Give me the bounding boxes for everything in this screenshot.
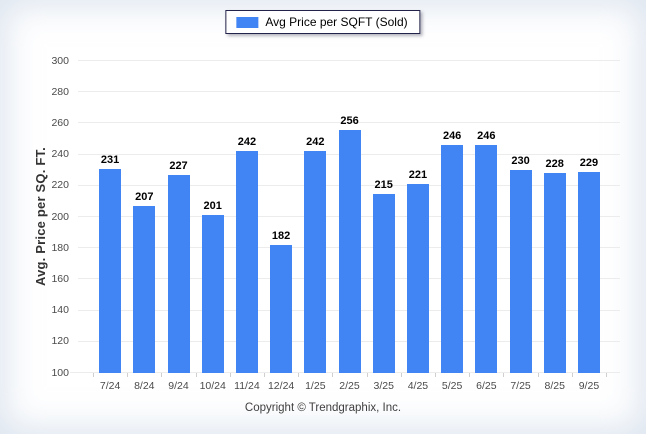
bar-7/24[interactable]: 231: [99, 154, 122, 373]
x-tick-label-4/25: 4/25: [407, 380, 429, 392]
x-tick-label-9/24: 9/24: [168, 380, 189, 392]
bar-slot-3/25: 215: [367, 61, 401, 373]
bar-slot-4/25: 221: [401, 61, 435, 373]
y-tick-label-240: 240: [51, 148, 69, 161]
x-tick-label-9/25: 9/25: [578, 380, 600, 392]
bar-4/25[interactable]: 221: [406, 169, 429, 373]
bar-slot-6/25: 246: [469, 61, 503, 373]
bar-11/24[interactable]: 242: [235, 136, 258, 373]
bars-band: 231 207 227 201 242 182 242 256 215 221 246 246 230 2…: [93, 61, 606, 373]
bar-slot-8/25: 228: [538, 61, 572, 373]
x-tick-label-8/24: 8/24: [134, 380, 155, 392]
legend-label: Avg Price per SQFT (Sold): [265, 15, 408, 29]
x-axis-tick: [571, 373, 573, 377]
bar-slot-5/25: 246: [435, 61, 469, 373]
gridline-260: [78, 122, 620, 124]
bar-slot-7/24: 231: [93, 61, 127, 373]
y-tick-label-100: 100: [51, 366, 69, 379]
x-tick-label-8/25: 8/25: [544, 380, 565, 392]
x-axis-tick: [161, 373, 163, 377]
x-axis-tick: [435, 373, 436, 377]
x-axis-tick: [332, 373, 334, 377]
y-tick-label-260: 260: [51, 116, 69, 129]
x-tick-label-11/24: 11/24: [234, 380, 260, 392]
bar-6/25[interactable]: 246: [475, 130, 498, 373]
bar-3/25[interactable]: 215: [372, 179, 395, 373]
x-axis-tick: [469, 373, 471, 377]
bar-7/25[interactable]: 230: [509, 155, 532, 373]
legend-swatch-icon: [236, 16, 259, 28]
x-tick-label-10/24: 10/24: [199, 380, 226, 392]
bar-value-label-1/25: 242: [306, 136, 325, 149]
x-tick-label-1/25: 1/25: [305, 380, 326, 392]
plot-area: 100 120 140 160 180 200 220 240 260 280 300 231 207…: [51, 55, 620, 392]
bar-value-label-6/25: 246: [477, 130, 496, 143]
y-tick-label-280: 280: [51, 85, 69, 98]
bar-value-label-4/25: 221: [408, 169, 428, 182]
bar-9/24[interactable]: 227: [167, 160, 190, 373]
x-axis-tick: [195, 373, 197, 377]
bar-value-label-9/24: 227: [169, 159, 188, 172]
bar-value-label-10/24: 201: [203, 200, 222, 213]
bar-2/25[interactable]: 256: [338, 115, 361, 373]
bar-value-label-8/24: 207: [135, 191, 154, 204]
copyright-footer: Copyright © Trendgraphix, Inc.: [244, 402, 402, 414]
x-axis-tick: [229, 373, 231, 377]
bar-5/25[interactable]: 246: [441, 130, 464, 373]
bar-value-label-8/25: 228: [545, 158, 564, 171]
bar-10/24[interactable]: 201: [201, 200, 224, 373]
bar-value-label-5/25: 246: [442, 130, 462, 143]
bar-value-label-3/25: 215: [374, 178, 393, 191]
y-tick-label-200: 200: [51, 210, 69, 223]
x-axis-tick: [127, 373, 129, 377]
y-tick-label-160: 160: [51, 272, 69, 285]
bar-slot-7/25: 230: [503, 61, 537, 373]
bar-8/25[interactable]: 228: [543, 158, 566, 373]
x-axis-tick: [93, 373, 94, 377]
bar-value-label-7/24: 231: [100, 153, 120, 166]
bar-slot-8/24: 207: [127, 61, 161, 373]
bar-slot-11/24: 242: [230, 61, 264, 373]
bar-value-label-11/24: 242: [237, 136, 257, 149]
bar-slot-12/24: 182: [264, 61, 298, 373]
x-axis-tick: [537, 373, 539, 377]
x-tick-label-3/25: 3/25: [373, 380, 394, 392]
y-tick-label-180: 180: [51, 241, 69, 254]
gridline-280: [78, 91, 620, 93]
gridline-300: [78, 60, 620, 61]
y-tick-label-120: 120: [51, 335, 69, 348]
bar-value-label-2/25: 256: [340, 114, 359, 127]
bar-9/25[interactable]: 229: [577, 157, 600, 373]
x-tick-label-7/25: 7/25: [510, 380, 531, 392]
bar-8/24[interactable]: 207: [133, 191, 156, 373]
bar-slot-10/24: 201: [196, 61, 230, 373]
x-tick-label-5/25: 5/25: [441, 380, 463, 392]
x-tick-label-12/24: 12/24: [267, 380, 295, 392]
bar-value-label-9/25: 229: [579, 156, 599, 169]
bar-value-label-7/25: 230: [511, 155, 530, 168]
bar-12/24[interactable]: 182: [270, 230, 293, 373]
bar-value-label-12/24: 182: [271, 230, 291, 243]
x-axis-tick: [503, 373, 505, 377]
x-axis-tick: [264, 373, 265, 377]
bar-slot-2/25: 256: [332, 61, 366, 373]
x-axis-tick: [366, 373, 368, 377]
y-tick-label-140: 140: [51, 304, 69, 317]
bar-slot-1/25: 242: [298, 61, 332, 373]
x-axis-tick: [298, 373, 300, 377]
bar-slot-9/25: 229: [572, 61, 606, 373]
x-axis-labels: 7/24 8/24 9/24 10/24 11/24 12/24 1/25 2/25 3/25 4…: [93, 380, 606, 392]
x-tick-label-7/24: 7/24: [99, 380, 121, 392]
x-axis-tick: [606, 373, 607, 377]
x-axis-tick: [400, 373, 402, 377]
y-tick-label-220: 220: [51, 179, 69, 192]
x-tick-label-2/25: 2/25: [339, 380, 360, 392]
chart-legend: Avg Price per SQFT (Sold): [225, 10, 421, 34]
y-tick-label-300: 300: [51, 54, 69, 67]
x-tick-label-6/25: 6/25: [476, 380, 497, 392]
bar-1/25[interactable]: 242: [304, 136, 327, 373]
bar-slot-9/24: 227: [161, 61, 195, 373]
